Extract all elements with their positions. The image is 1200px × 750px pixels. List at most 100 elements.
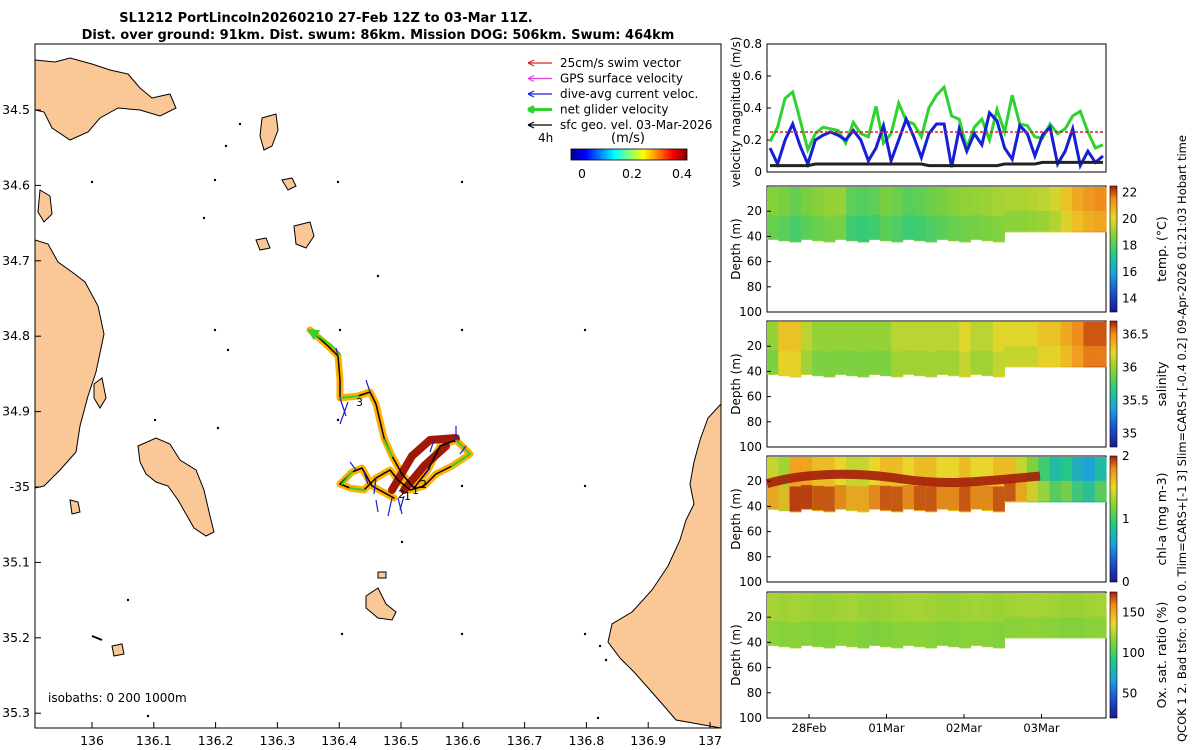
- profile-column-lower: [1094, 345, 1107, 367]
- profile-y-tick-label: 20: [747, 474, 762, 488]
- profile-column: [778, 593, 791, 648]
- profile-column-lower: [857, 351, 870, 377]
- profile-colorbar-tick-label: 16: [1122, 265, 1137, 279]
- profile-column: [834, 457, 847, 510]
- profile-column: [1083, 322, 1096, 368]
- profile-colorbar-tick-label: 35: [1122, 427, 1137, 441]
- legend-swatch-arrowhead: [527, 74, 535, 83]
- profile-column-lower: [1038, 345, 1051, 367]
- profile-colorbar-tick-label: 14: [1122, 292, 1137, 306]
- profile-column-lower: [1094, 210, 1107, 232]
- land-western-peninsula: [35, 57, 177, 141]
- profile-column: [947, 593, 960, 648]
- profile-column: [947, 187, 960, 242]
- profile-column: [891, 593, 904, 649]
- profile-column-lower: [1004, 210, 1017, 232]
- profile-column-lower: [993, 622, 1005, 648]
- profile-column-lower: [925, 351, 938, 377]
- waypoint-label-1b: 1: [404, 490, 411, 503]
- profile-column-lower: [778, 485, 791, 511]
- map-x-tick-label: 136.7: [507, 733, 543, 748]
- waypoint-labels: 3 2 1 2 1: [356, 396, 427, 503]
- land-islet-f: [93, 377, 107, 409]
- profile-colorbar-tick-label: 35.5: [1122, 394, 1149, 408]
- profile-column: [778, 187, 791, 242]
- profile-column-lower: [959, 622, 971, 648]
- profile-column-lower: [936, 215, 949, 239]
- profile-y-axis-label: Depth (m): [729, 488, 743, 549]
- map-dots: [90, 122, 608, 720]
- profile-column-lower: [812, 350, 825, 376]
- profile-column-lower: [925, 486, 938, 512]
- profile-column-lower: [812, 215, 825, 241]
- profile-column: [1026, 593, 1039, 639]
- legend-entry-label: dive-avg current veloc.: [560, 87, 698, 101]
- map-x-tick-label: 136.5: [383, 733, 419, 748]
- figure-title-line1: SL1212 PortLincoln20260210 27-Feb 12Z to…: [119, 11, 532, 26]
- profile-column: [959, 593, 971, 649]
- glider-track: [306, 326, 474, 502]
- profile-column: [868, 322, 881, 375]
- profile-colorbar-label: salinity: [1154, 361, 1169, 406]
- profile-panel: 20 40 60 80 100 Depth (m) 14 16 18 20 22 temp. (°C): [729, 185, 1169, 319]
- profile-column: [1060, 457, 1073, 503]
- map-x-tick-label: 136.9: [630, 733, 666, 748]
- profile-column: [902, 322, 915, 375]
- profile-column-lower: [902, 215, 915, 239]
- profile-column: [925, 322, 938, 378]
- map-x-tick-label: 136.4: [321, 733, 357, 748]
- profile-column: [891, 457, 904, 513]
- profile-column: [868, 457, 881, 510]
- profile-column: [880, 457, 892, 512]
- profile-column-lower: [947, 621, 960, 647]
- colorbar-title: (m/s): [611, 131, 645, 146]
- profile-column: [993, 457, 1005, 513]
- profile-y-tick-label: 40: [747, 364, 762, 378]
- profile-column: [993, 187, 1005, 243]
- profile-column: [1083, 187, 1096, 233]
- velocity-y-axis-label: velocity magnitude (m/s): [729, 37, 743, 188]
- profile-column: [834, 322, 847, 375]
- profile-column-lower: [834, 621, 847, 645]
- velocity-y-tick-label: 0: [754, 165, 762, 179]
- profile-column-lower: [891, 486, 904, 512]
- profile-column-lower: [778, 621, 791, 647]
- profile-column-lower: [925, 216, 938, 242]
- profile-column: [800, 322, 813, 375]
- profile-column: [1026, 322, 1039, 368]
- profile-column-lower: [993, 216, 1005, 242]
- profile-column-lower: [778, 350, 791, 376]
- profile-column-lower: [981, 215, 994, 241]
- profile-column: [1094, 593, 1107, 639]
- velocity-series-line: [768, 109, 1104, 170]
- legend-swatch-arrowhead: [527, 59, 535, 67]
- profile-column-lower: [823, 486, 836, 512]
- profile-column-lower: [789, 351, 802, 377]
- track-green-segments: [339, 395, 471, 491]
- profile-column-lower: [1094, 480, 1107, 502]
- profile-y-tick-label: 100: [739, 711, 762, 725]
- profile-column-lower: [846, 485, 858, 511]
- profile-colorbar-tick-label: 1: [1122, 512, 1130, 526]
- profile-column-lower: [1049, 480, 1062, 502]
- profile-column-lower: [913, 485, 926, 511]
- profile-column-lower: [812, 621, 825, 647]
- profile-column-lower: [800, 621, 813, 645]
- profile-column-lower: [857, 216, 870, 242]
- profile-y-tick-label: 60: [747, 255, 762, 269]
- map-y-tick-label: 34.5: [2, 102, 30, 117]
- profile-column: [1072, 187, 1084, 233]
- profile-column: [789, 187, 802, 243]
- profile-y-tick-label: 100: [739, 440, 762, 454]
- profile-column-lower: [1072, 616, 1084, 638]
- profile-column-lower: [846, 621, 858, 647]
- profile-y-tick-label: 40: [747, 229, 762, 243]
- profile-column-lower: [936, 485, 949, 509]
- profile-column-lower: [936, 621, 949, 645]
- land-islet-d: [293, 221, 315, 249]
- waypoint-label-2a: 2: [420, 478, 427, 491]
- profile-column: [857, 322, 870, 378]
